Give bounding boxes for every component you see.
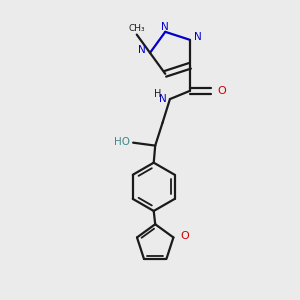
Text: N: N [161, 22, 169, 32]
Text: N: N [159, 94, 167, 104]
Text: O: O [218, 86, 226, 96]
Text: CH₃: CH₃ [128, 24, 145, 33]
Text: O: O [180, 231, 189, 241]
Text: N: N [138, 46, 146, 56]
Text: HO: HO [114, 137, 130, 147]
Text: N: N [194, 32, 202, 43]
Text: H: H [154, 89, 162, 99]
